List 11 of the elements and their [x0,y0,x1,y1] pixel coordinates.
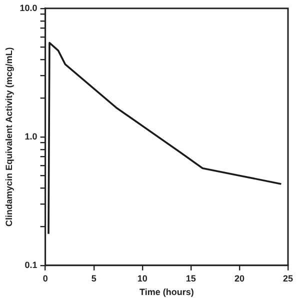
x-tick-label: 10 [137,273,148,284]
x-axis-title: Time (hours) [139,287,194,298]
y-tick-label: 1.0 [24,131,38,142]
x-tick-label: 0 [42,273,48,284]
x-tick-label: 5 [91,273,96,284]
x-tick-label: 25 [282,273,294,284]
x-tick-label: 20 [234,273,244,284]
x-tick-label: 15 [186,273,196,284]
y-axis-title: Clindamycin Equivalent Activity (mcg/mL) [4,47,14,226]
y-tick-label: 0.1 [24,260,38,270]
y-tick-label: 10.0 [20,2,38,13]
